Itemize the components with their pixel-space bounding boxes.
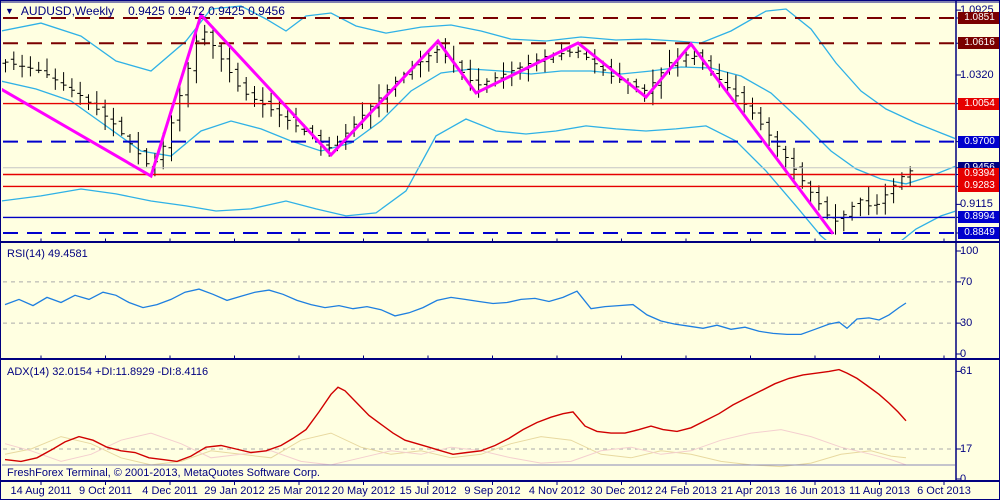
- time-axis-label: 11 Aug 2013: [849, 485, 910, 497]
- price-badge-0.9700: 0.9700: [958, 135, 999, 148]
- time-axis-label: 20 May 2012: [331, 485, 396, 497]
- price-badge-1.0054: 1.0054: [958, 97, 999, 110]
- panel-frame: [1, 1, 999, 485]
- price-tick-label: 1.0320: [960, 69, 994, 82]
- price-level-lines: [3, 17, 955, 234]
- adx-tick-label: 17: [960, 443, 973, 455]
- zigzag-line: [2, 12, 835, 235]
- rsi-tick-label: 0: [960, 348, 967, 360]
- adx-panel: [3, 368, 955, 468]
- adx-tick-label: 61: [960, 365, 973, 378]
- adx-line: [4, 368, 907, 463]
- time-axis-label: 4 Dec 2011: [142, 485, 198, 497]
- price-badge-0.9283: 0.9283: [958, 180, 999, 193]
- zigzag: [2, 12, 835, 235]
- time-axis-label: 14 Aug 2011: [10, 485, 72, 497]
- symbol-dropdown-icon[interactable]: ▼: [5, 6, 14, 16]
- time-axis-label: 21 Apr 2013: [720, 485, 781, 497]
- ohlc-readout: 0.9425 0.9472 0.9425 0.9456: [128, 4, 285, 18]
- price-badge-0.9394: 0.9394: [958, 168, 999, 181]
- adx-tick-label: 0: [960, 473, 967, 485]
- time-axis-label: 9 Sep 2012: [464, 485, 521, 497]
- price-tick-label: 0.9115: [960, 198, 993, 211]
- adx-indicator-label: ADX(14) 32.0154 +DI:11.8929 -DI:8.4116: [7, 366, 209, 378]
- minus-di-line: [4, 429, 907, 466]
- copyright-text: FreshForex Terminal, © 2001-2013, MetaQu…: [7, 467, 320, 479]
- bollinger-lower: [2, 118, 955, 240]
- chart-title: ▼ AUDUSD,Weekly 0.9425 0.9472 0.9425 0.9…: [5, 4, 285, 18]
- time-axis-label: 16 Jun 2013: [784, 485, 846, 497]
- time-axis-label: 4 Nov 2012: [528, 485, 586, 497]
- time-axis-label: 29 Jan 2012: [204, 485, 265, 497]
- ohlc-bar-series: [2, 24, 914, 235]
- plus-di-line: [4, 432, 907, 468]
- time-axis-label: 24 Feb 2013: [655, 485, 717, 497]
- time-axis-label: 25 Mar 2012: [268, 485, 330, 497]
- symbol-timeframe-label: AUDUSD,Weekly: [20, 4, 115, 18]
- rsi-tick-label: 100: [960, 245, 979, 257]
- time-axis-label: 15 Jul 2012: [399, 485, 457, 497]
- price-badge-0.8849: 0.8849: [958, 226, 999, 239]
- price-badge-1.0616: 1.0616: [958, 37, 999, 50]
- rsi-tick-label: 30: [960, 317, 973, 330]
- rsi-indicator-label: RSI(14) 49.4581: [7, 248, 88, 260]
- time-axis-label: 6 Oct 2013: [917, 485, 971, 497]
- time-axis-label: 30 Dec 2012: [590, 485, 653, 497]
- rsi-tick-label: 70: [960, 275, 973, 288]
- bollinger-bands: [2, 5, 955, 240]
- rsi-panel: [3, 281, 955, 336]
- price-badge-1.0851: 1.0851: [958, 12, 999, 25]
- rsi-line: [4, 288, 907, 336]
- price-badge-0.8994: 0.8994: [958, 211, 999, 224]
- ohlc-bars: [2, 24, 914, 235]
- time-axis-label: 9 Oct 2011: [79, 485, 132, 497]
